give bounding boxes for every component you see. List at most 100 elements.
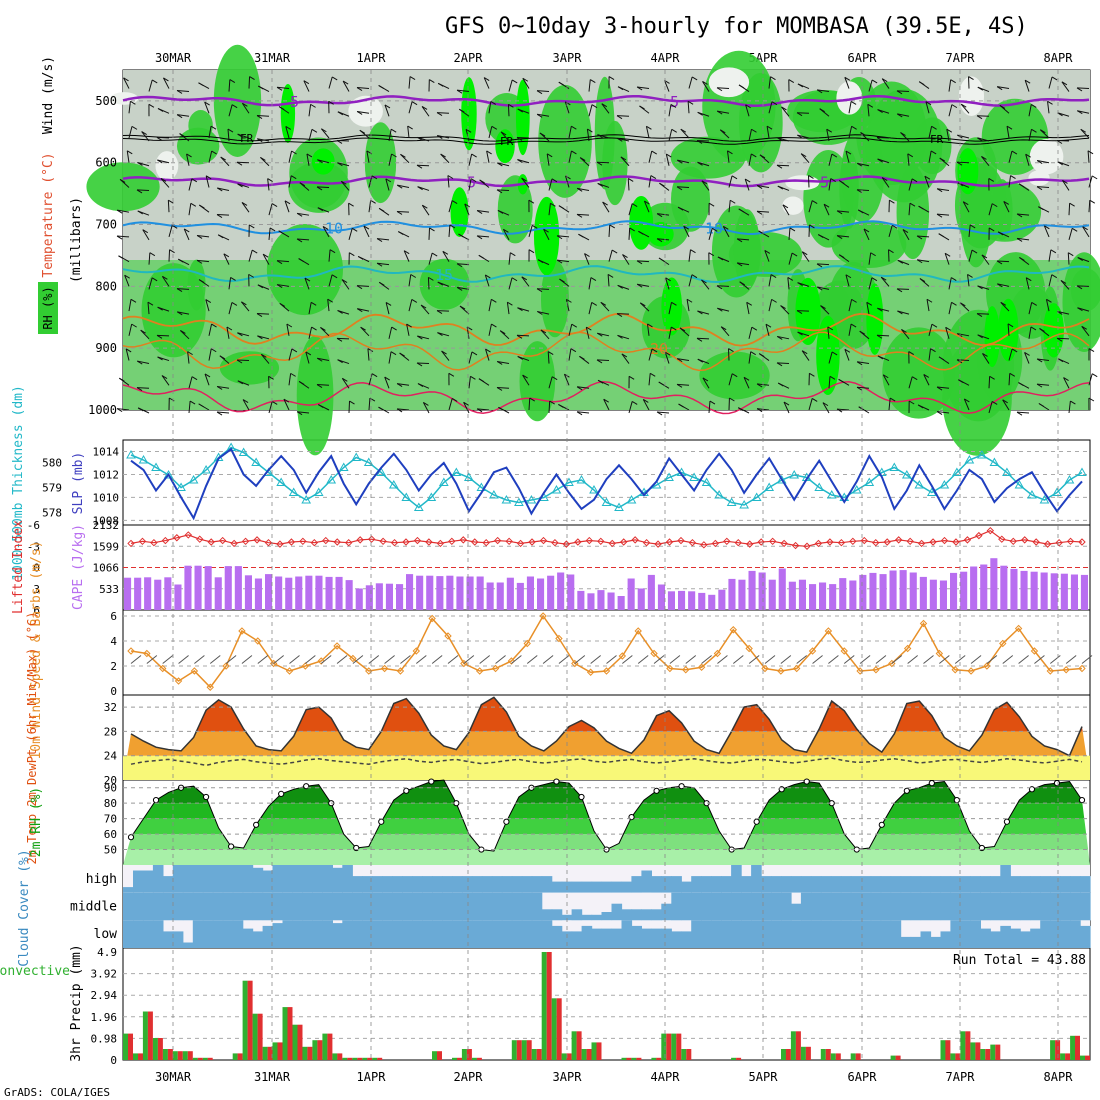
thickness-point xyxy=(288,487,299,496)
cape-bar xyxy=(667,591,675,610)
rh-tick: 80 xyxy=(104,797,117,810)
wind-barb xyxy=(348,228,353,241)
wind-barb xyxy=(1076,285,1083,290)
wind-barb xyxy=(517,307,530,312)
cloud-high-bar xyxy=(312,865,323,893)
wind-barb xyxy=(342,80,349,85)
wind-barb xyxy=(801,251,810,262)
cape-bar xyxy=(506,577,514,610)
wind-barb xyxy=(948,104,953,117)
cloud-level-label: low xyxy=(94,927,118,942)
wind-barb xyxy=(963,398,970,411)
wind-barb xyxy=(1031,301,1037,306)
cloud-middle-bar xyxy=(461,892,473,921)
wind-barb xyxy=(863,228,870,233)
precip-total-bar xyxy=(1050,1040,1056,1060)
wind-barb xyxy=(776,164,790,167)
freezing-contour xyxy=(122,134,1090,142)
wind-barb xyxy=(497,162,510,167)
cloud-high-bar xyxy=(830,876,842,893)
wind-barb xyxy=(241,201,248,206)
wind-barb xyxy=(237,332,250,337)
cloud-high-bar xyxy=(701,876,712,893)
cloud-low-bar xyxy=(471,920,483,948)
wind-barb xyxy=(491,125,498,130)
wind-barb xyxy=(902,229,910,241)
thickness-point xyxy=(526,494,537,504)
wind-barb xyxy=(385,302,392,306)
wind-barb xyxy=(731,373,738,378)
wind-barb xyxy=(850,323,857,328)
wind-barb xyxy=(228,104,233,117)
cape-bar xyxy=(647,574,655,610)
precip-total-bar xyxy=(272,1042,278,1060)
wind-barb xyxy=(471,351,478,356)
cloud-middle-bar xyxy=(142,892,154,921)
wind-barb xyxy=(1038,206,1044,211)
wind-barb xyxy=(317,357,330,362)
cloud-high-bar xyxy=(202,865,214,893)
wind-barb xyxy=(308,326,313,339)
cloud-low-bar xyxy=(830,920,842,948)
wind-barb xyxy=(877,307,890,312)
lifted-index-point xyxy=(677,536,685,545)
wind-barb xyxy=(590,79,596,84)
wind-barb xyxy=(956,161,963,166)
wind-barb xyxy=(351,227,358,232)
wind-barb xyxy=(668,129,673,142)
wind-barb xyxy=(208,126,212,139)
wind-barb xyxy=(848,299,853,312)
wind-barb xyxy=(437,82,444,87)
wind-barb xyxy=(516,136,530,139)
thickness-point xyxy=(864,477,875,486)
cape-bar xyxy=(526,576,534,610)
wind-barb xyxy=(217,187,230,191)
cloud-middle-bar xyxy=(681,892,692,921)
wind-barb xyxy=(456,89,463,94)
thickness-point xyxy=(814,482,825,491)
wind-barb xyxy=(1036,160,1043,164)
wind-barb xyxy=(637,283,650,287)
wind-barb xyxy=(508,79,513,92)
wind-barb xyxy=(939,655,950,664)
cape-bar xyxy=(718,589,726,610)
wind-barb xyxy=(277,86,290,90)
cape-bar xyxy=(516,582,524,610)
temp-high-fill xyxy=(123,697,1090,732)
wind-barb xyxy=(128,299,132,312)
lifted-index-point xyxy=(642,539,651,547)
wind-barb xyxy=(683,225,690,238)
wind-barb xyxy=(147,301,154,306)
rh-point xyxy=(428,778,435,785)
cloud-high-bar xyxy=(621,881,633,893)
wind-barb xyxy=(1065,655,1077,664)
precip-convective-bar xyxy=(596,1042,602,1060)
rh-point xyxy=(503,818,510,825)
precip-convective-bar xyxy=(357,1057,363,1060)
wind-barb xyxy=(788,252,793,265)
wind-barb xyxy=(357,110,370,114)
precip-convective-bar xyxy=(147,1011,153,1060)
wind-barb xyxy=(621,353,630,364)
wind-barb xyxy=(870,252,876,257)
wind-barb xyxy=(1060,280,1067,284)
wind-barb xyxy=(857,361,870,365)
wind-barb xyxy=(257,138,270,142)
wind-barb xyxy=(336,655,348,664)
wind-barb xyxy=(838,180,845,184)
wind-barb xyxy=(220,156,226,161)
wind-barb xyxy=(322,226,329,230)
wind-barb xyxy=(377,262,390,266)
thickness-point xyxy=(689,472,699,481)
wind-barb xyxy=(766,126,770,139)
lifted-index-point xyxy=(310,539,319,547)
cloud-middle-bar xyxy=(731,892,742,921)
precip-convective-bar xyxy=(307,1046,313,1060)
wind-barb xyxy=(437,135,450,139)
cloud-middle-bar xyxy=(332,892,343,921)
cloud-low-bar xyxy=(1020,931,1031,948)
wind-barb xyxy=(256,115,263,119)
wind-barb xyxy=(850,101,857,105)
lifted-index-tick: 3 xyxy=(33,583,40,596)
precip-total-bar xyxy=(671,1033,677,1060)
